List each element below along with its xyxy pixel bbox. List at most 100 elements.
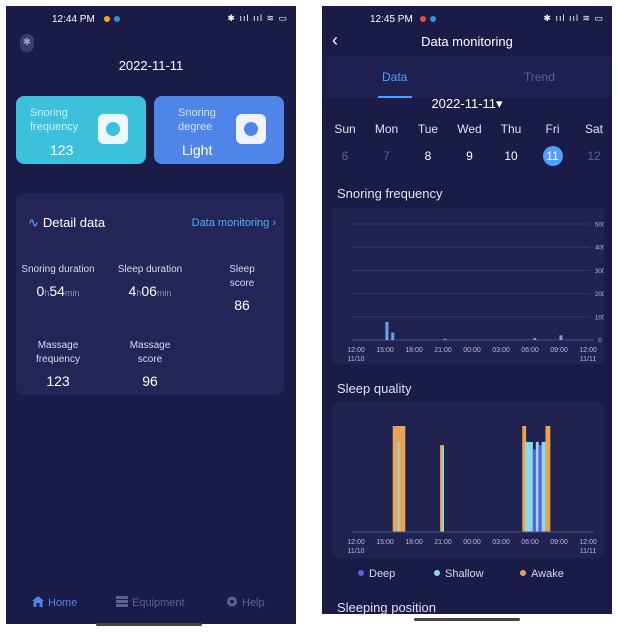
metric-label: Massage frequency xyxy=(36,340,80,365)
y-tick-label: 400 xyxy=(595,246,604,252)
detail-data-panel: ∿ Detail data Data monitoring › Snoring d… xyxy=(16,193,284,395)
back-chevron-icon[interactable]: ‹ xyxy=(332,30,338,50)
tab-help[interactable]: Help xyxy=(226,596,265,609)
weekday-label: Thu xyxy=(500,122,522,136)
x-tick-label: 18:00 xyxy=(405,539,423,546)
day-number: 8 xyxy=(424,149,432,163)
massage-score-metric: Massage score 96 xyxy=(110,339,190,389)
sleep-stage-bar xyxy=(397,441,400,532)
card-value: 123 xyxy=(50,142,74,158)
day-thu[interactable]: Thu 10 xyxy=(496,122,526,166)
massage-frequency-metric: Massage frequency 123 xyxy=(18,339,98,389)
app-notification-icon xyxy=(430,16,436,22)
legend-dot xyxy=(434,570,440,576)
status-time: 12:44 PM xyxy=(52,14,95,25)
day-number: 6 xyxy=(341,149,349,163)
snoring-degree-card[interactable]: Snoring degree Light xyxy=(154,96,284,164)
x-tick-label: 12:00 xyxy=(579,539,597,546)
tab-equipment[interactable]: Equipment xyxy=(116,596,185,609)
snore-bar xyxy=(391,332,395,340)
day-tue[interactable]: Tue 8 xyxy=(413,122,443,166)
y-tick-label: 300 xyxy=(595,269,604,275)
data-monitoring-screen: 12:45 PM ✱ ııl ııl ≋ ▭ ‹ Data monitoring… xyxy=(322,6,612,614)
legend-label: Awake xyxy=(531,568,564,580)
legend-dot xyxy=(358,570,364,576)
tab-label: Equipment xyxy=(132,597,185,609)
y-tick-label: 0 xyxy=(598,339,602,345)
home-icon xyxy=(32,596,44,607)
status-icons: ✱ ııl ııl ≋ ▭ xyxy=(227,13,288,23)
tab-home[interactable]: Home xyxy=(32,596,77,609)
bluetooth-icon[interactable]: ✱ xyxy=(20,34,34,52)
sleep-stage-bar xyxy=(522,426,527,532)
section-snoring-frequency: Snoring frequency xyxy=(337,186,443,201)
tab-data[interactable]: Data xyxy=(382,70,408,84)
weekday-label: Fri xyxy=(545,122,560,136)
tab-label: Help xyxy=(242,597,265,609)
x-tick-label: 15:00 xyxy=(376,539,394,546)
home-screen: 12:44 PM ✱ ııl ııl ≋ ▭ ✱ 2022-11-11 Snor… xyxy=(6,6,296,624)
weekday-label: Tue xyxy=(417,122,439,136)
day-wed[interactable]: Wed 9 xyxy=(455,122,485,166)
day-sun[interactable]: Sun 6 xyxy=(330,122,360,166)
snore-face-icon xyxy=(98,114,128,144)
sleep-stage-bar xyxy=(442,447,444,532)
notification-dot xyxy=(104,16,110,22)
tab-trend[interactable]: Trend xyxy=(524,70,555,84)
x-tick-label: 12:00 xyxy=(579,347,597,354)
card-label: Snoring degree xyxy=(178,107,216,133)
legend-item-awake: Awake xyxy=(520,568,564,580)
sleep-score-metric: Sleep score 86 xyxy=(202,263,282,313)
x-tick-date: 11/10 xyxy=(348,548,365,555)
legend-dot xyxy=(520,570,526,576)
x-tick-date: 11/10 xyxy=(348,356,365,363)
x-tick-date: 11/11 xyxy=(580,548,597,555)
legend-item-shallow: Shallow xyxy=(434,568,484,580)
day-number: 11 xyxy=(542,146,563,166)
home-indicator xyxy=(96,623,202,626)
x-tick-label: 21:00 xyxy=(434,347,452,354)
day-fri[interactable]: Fri 11 xyxy=(538,122,568,166)
metric-value: 123 xyxy=(46,373,70,389)
y-tick-label: 500 xyxy=(595,223,604,229)
card-value: Light xyxy=(182,142,213,158)
weekday-label: Sun xyxy=(334,122,356,136)
sleep-stage-bar xyxy=(535,441,539,532)
x-tick-label: 12:00 xyxy=(347,347,365,354)
page-date: 2022-11-11 xyxy=(118,58,184,73)
bottom-tab-bar: Home Equipment Help xyxy=(6,588,296,624)
metric-label: Massage score xyxy=(129,340,171,365)
x-tick-label: 06:00 xyxy=(521,539,539,546)
week-strip: Sun 6 Mon 7 Tue 8 Wed 9 Thu 10 Fri 11 Sat 12 xyxy=(330,122,606,166)
day-sat[interactable]: Sat 12 xyxy=(579,122,609,166)
metric-value: 4h06min xyxy=(128,283,172,299)
snore-bar xyxy=(443,338,447,340)
metric-value: 0h54min xyxy=(36,283,80,299)
x-tick-label: 03:00 xyxy=(492,539,510,546)
status-icons: ✱ ııl ııl ≋ ▭ xyxy=(543,13,604,23)
sleep-stage-bar xyxy=(541,441,546,532)
sleep-quality-chart: 12:00 11/10 15:00 18:00 21:00 00:00 03:00 06:00… xyxy=(332,402,604,558)
snoring-frequency-card[interactable]: Snoring frequency 123 xyxy=(16,96,146,164)
date-picker[interactable]: 2022-11-11▾ xyxy=(431,96,503,111)
day-number: 12 xyxy=(587,149,601,163)
detail-title-text: Detail data xyxy=(42,215,106,230)
detail-title: ∿ Detail data xyxy=(28,215,105,231)
y-tick-label: 100 xyxy=(595,315,604,321)
x-tick-label: 03:00 xyxy=(492,347,510,354)
weekday-label: Wed xyxy=(457,122,482,136)
section-sleeping-position: Sleeping position xyxy=(337,600,437,614)
day-mon[interactable]: Mon 7 xyxy=(372,122,402,166)
sleep-chart-svg: 12:00 11/10 15:00 18:00 21:00 00:00 03:00 06:00… xyxy=(347,426,597,555)
tab-label: Home xyxy=(48,597,78,609)
equipment-icon xyxy=(116,596,128,607)
notification-dot xyxy=(420,16,426,22)
data-monitoring-link[interactable]: Data monitoring › xyxy=(191,217,276,229)
x-tick-label: 12:00 xyxy=(347,539,365,546)
day-number: 9 xyxy=(466,149,473,163)
status-bar: 12:44 PM ✱ ııl ııl ≋ ▭ xyxy=(6,6,296,32)
x-tick-label: 00:00 xyxy=(463,539,481,546)
legend-item-deep: Deep xyxy=(358,568,395,580)
day-number: 10 xyxy=(504,149,518,163)
